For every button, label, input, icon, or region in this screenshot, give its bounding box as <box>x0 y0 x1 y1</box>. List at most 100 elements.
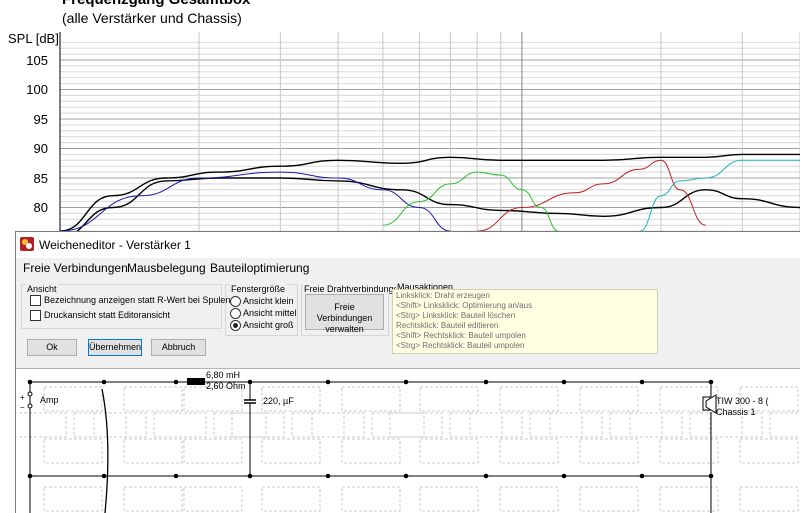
schematic-canvas[interactable] <box>16 369 800 513</box>
empty-component-slot[interactable] <box>659 486 719 512</box>
empty-component-slot[interactable] <box>499 386 559 412</box>
connection-node[interactable] <box>403 473 409 479</box>
empty-component-slot[interactable] <box>419 386 479 412</box>
connection-node[interactable] <box>101 473 107 479</box>
empty-component-slot[interactable] <box>16 412 67 438</box>
inductor-icon[interactable] <box>187 378 205 385</box>
fenstergroesse-group: Fenstergröße Ansicht klein Ansicht mitte… <box>225 284 298 336</box>
empty-component-slot[interactable] <box>769 412 800 438</box>
empty-component-slot[interactable] <box>93 412 147 438</box>
empty-component-slot[interactable] <box>183 386 243 412</box>
cancel-button[interactable]: Abbruch <box>151 339 206 356</box>
empty-component-slot[interactable] <box>389 412 443 438</box>
empty-component-slot[interactable] <box>341 486 401 512</box>
ok-button[interactable]: Ok <box>27 339 77 356</box>
capacitor-value[interactable]: 220, µF <box>263 396 294 406</box>
empty-component-slot[interactable] <box>739 486 799 512</box>
empty-component-slot[interactable] <box>499 438 559 464</box>
empty-component-slot[interactable] <box>549 412 603 438</box>
connection-node[interactable] <box>247 379 253 385</box>
amp-terminal[interactable] <box>27 391 33 397</box>
radio-ansicht-mittel[interactable] <box>230 308 241 319</box>
empty-component-slot[interactable] <box>709 412 763 438</box>
crossover-schematic[interactable]: + − Amp 6,80 mH 2,60 Ohm 220, µF TIW 300… <box>16 368 800 513</box>
empty-component-slot[interactable] <box>153 412 207 438</box>
empty-component-slot[interactable] <box>579 438 639 464</box>
empty-component-slot[interactable] <box>419 486 479 512</box>
empty-component-slot[interactable] <box>579 386 639 412</box>
amp-terminal[interactable] <box>27 403 33 409</box>
freie-verbindungen-button-line2: verwalten <box>325 324 364 334</box>
empty-component-slot[interactable] <box>123 386 183 412</box>
empty-component-slot[interactable] <box>469 412 523 438</box>
connection-node[interactable] <box>639 379 645 385</box>
dialog-title: Weicheneditor - Verstärker 1 <box>39 238 191 252</box>
empty-component-slot[interactable] <box>183 486 243 512</box>
connection-node[interactable] <box>561 379 567 385</box>
menu-freie-verbindungen[interactable]: Freie Verbindungen <box>23 261 128 275</box>
empty-component-slot[interactable] <box>659 438 719 464</box>
empty-component-slot[interactable] <box>183 438 243 464</box>
series-line-5 <box>477 159 706 232</box>
empty-component-slot[interactable] <box>231 412 285 438</box>
empty-component-slot[interactable] <box>449 412 503 438</box>
checkbox-bezeichnung-label: Bezeichnung anzeigen statt R-Wert bei Sp… <box>44 295 231 305</box>
empty-component-slot[interactable] <box>311 412 365 438</box>
connection-node[interactable] <box>639 473 645 479</box>
empty-component-slot[interactable] <box>341 386 401 412</box>
empty-component-slot[interactable] <box>43 386 103 412</box>
connection-node[interactable] <box>403 379 409 385</box>
connection-node[interactable] <box>561 473 567 479</box>
empty-component-slot[interactable] <box>499 486 559 512</box>
inductor-value[interactable]: 6,80 mH <box>206 370 241 380</box>
empty-component-slot[interactable] <box>609 412 663 438</box>
empty-component-slot[interactable] <box>739 386 799 412</box>
connection-node[interactable] <box>483 473 489 479</box>
connection-node[interactable] <box>708 379 714 385</box>
empty-component-slot[interactable] <box>291 412 345 438</box>
empty-component-slot[interactable] <box>579 486 639 512</box>
connection-node[interactable] <box>27 379 33 385</box>
connection-node[interactable] <box>325 473 331 479</box>
radio-ansicht-klein-label: Ansicht klein <box>243 296 294 306</box>
checkbox-druckansicht[interactable] <box>30 310 41 321</box>
empty-component-slot[interactable] <box>739 438 799 464</box>
connection-node[interactable] <box>325 379 331 385</box>
empty-component-slot[interactable] <box>529 412 583 438</box>
connection-node[interactable] <box>708 473 714 479</box>
speaker-icon[interactable] <box>705 394 717 414</box>
empty-component-slot[interactable] <box>73 412 127 438</box>
driver-name[interactable]: TIW 300 - 8 ( <box>716 396 769 406</box>
connection-node[interactable] <box>483 379 489 385</box>
empty-component-slot[interactable] <box>659 386 719 412</box>
empty-component-slot[interactable] <box>629 412 683 438</box>
menu-bauteiloptimierung[interactable]: Bauteiloptimierung <box>210 261 310 275</box>
mausaktionen-group-title: Mausaktionen <box>396 282 455 292</box>
connection-node[interactable] <box>173 473 179 479</box>
connection-node[interactable] <box>173 379 179 385</box>
driver-label[interactable]: Chassis 1 <box>716 407 756 417</box>
empty-component-slot[interactable] <box>213 412 267 438</box>
menu-mausbelegung[interactable]: Mausbelegung <box>127 261 206 275</box>
radio-ansicht-gross[interactable] <box>230 320 241 331</box>
apply-button[interactable]: Übernehmen <box>88 339 142 356</box>
connection-node[interactable] <box>101 379 107 385</box>
empty-component-slot[interactable] <box>261 386 321 412</box>
dialog-titlebar[interactable]: Weicheneditor - Verstärker 1 <box>16 232 800 258</box>
checkbox-bezeichnung[interactable] <box>30 295 41 306</box>
freie-verbindungen-button[interactable]: Freie Verbindungen verwalten <box>305 294 384 334</box>
connection-node[interactable] <box>27 473 33 479</box>
empty-component-slot[interactable] <box>43 438 103 464</box>
connection-node[interactable] <box>247 473 253 479</box>
empty-component-slot[interactable] <box>261 486 321 512</box>
empty-component-slot[interactable] <box>371 412 425 438</box>
empty-component-slot[interactable] <box>419 438 479 464</box>
empty-component-slot[interactable] <box>43 486 103 512</box>
empty-component-slot[interactable] <box>123 486 183 512</box>
empty-component-slot[interactable] <box>341 438 401 464</box>
inductor-resistance[interactable]: 2,60 Ohm <box>206 381 246 391</box>
radio-ansicht-klein[interactable] <box>230 296 241 307</box>
empty-component-slot[interactable] <box>153 412 207 438</box>
empty-component-slot[interactable] <box>261 438 321 464</box>
empty-component-slot[interactable] <box>123 438 183 464</box>
